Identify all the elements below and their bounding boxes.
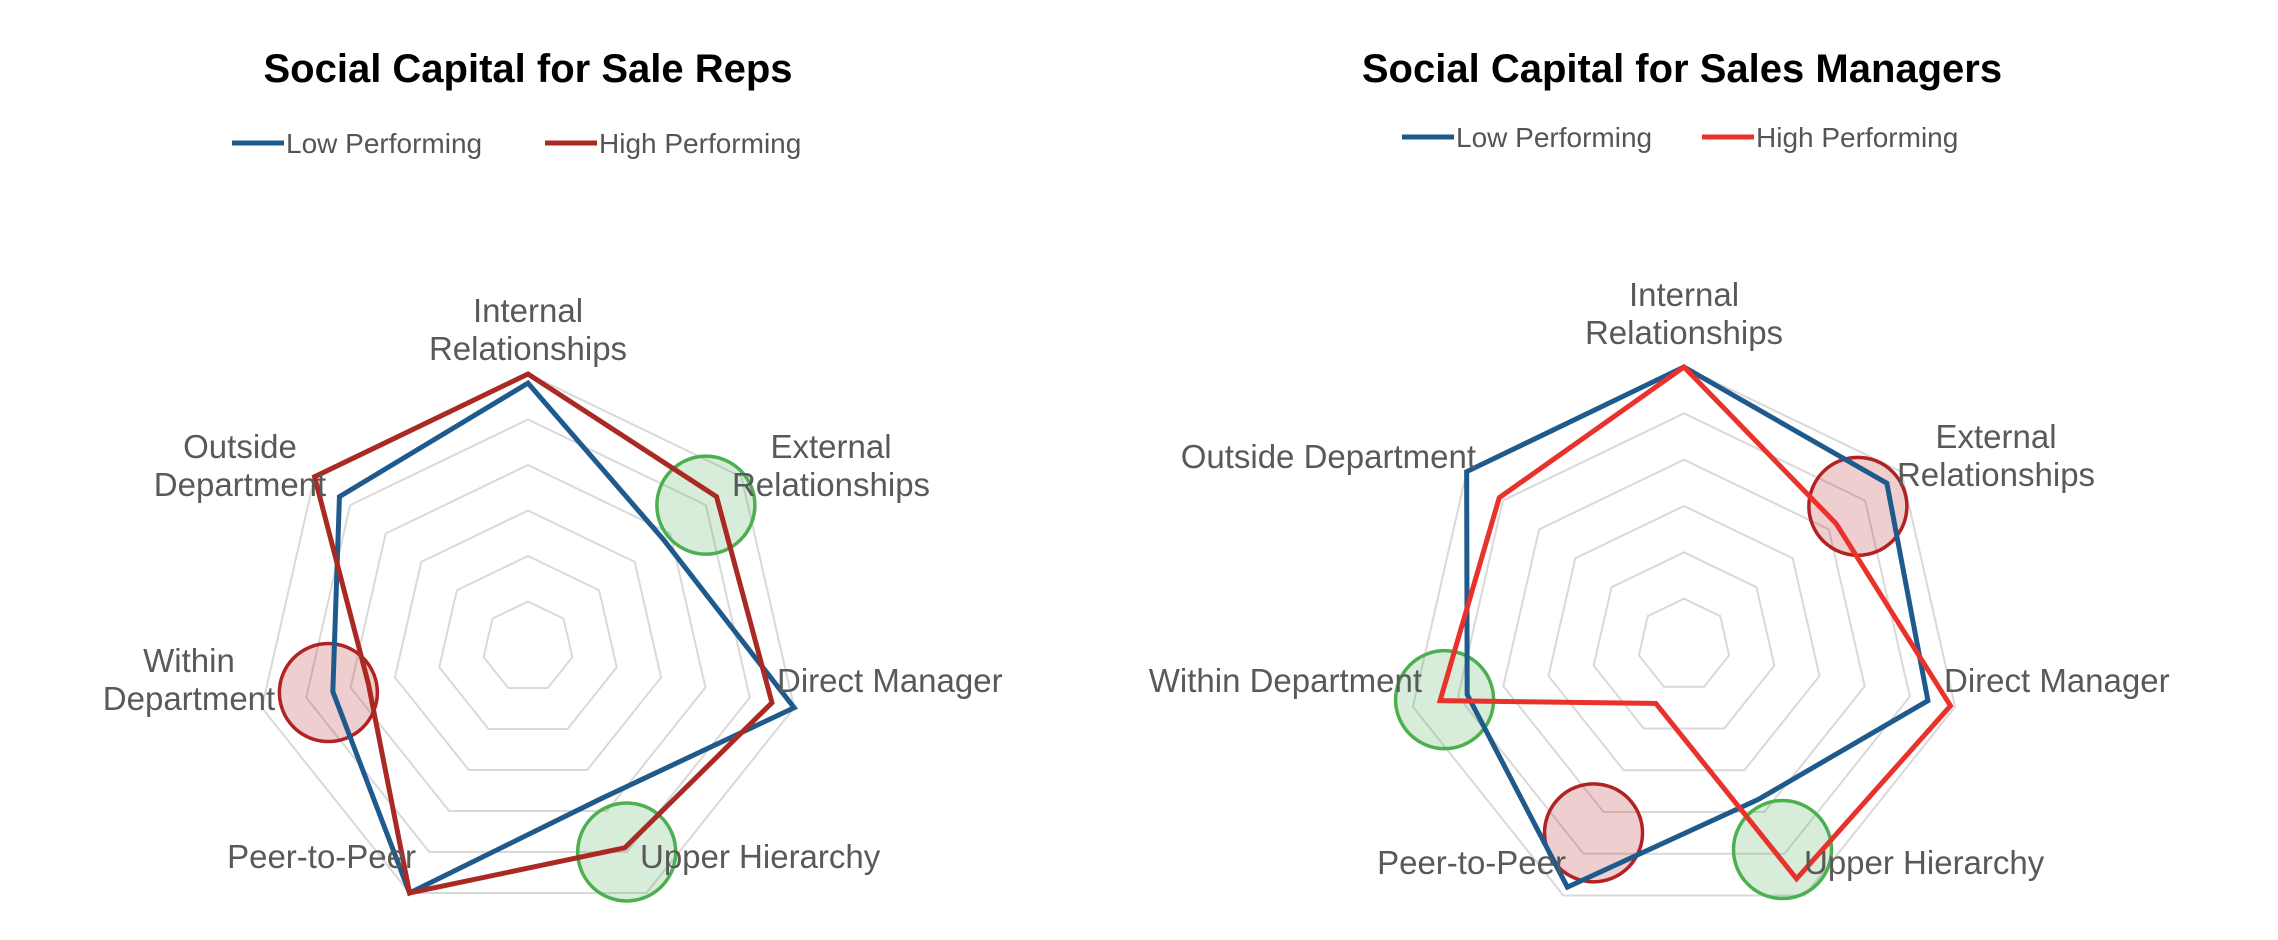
legend-entry: High Performing bbox=[1702, 122, 1958, 153]
legend-entry: Low Performing bbox=[1402, 122, 1652, 153]
grid-ring bbox=[393, 509, 663, 771]
legend-label: High Performing bbox=[599, 128, 801, 159]
highlight-circle bbox=[277, 641, 380, 744]
axis-label: Internal Relationships bbox=[429, 292, 627, 367]
grid-ring bbox=[438, 554, 618, 730]
highlight-circle bbox=[1542, 782, 1645, 884]
axis-label: Direct Manager bbox=[777, 662, 1003, 699]
axis-label: External Relationships bbox=[732, 428, 930, 503]
radar-chart-sales-managers: Social Capital for Sales Managers Low Per… bbox=[1149, 47, 2170, 901]
legend-entry: Low Performing bbox=[232, 128, 482, 159]
legend-label: Low Performing bbox=[1456, 122, 1652, 153]
highlight-circle bbox=[1731, 798, 1834, 901]
axis-label: Outside Department bbox=[154, 428, 326, 503]
series-line bbox=[1436, 363, 1954, 883]
grid-ring bbox=[260, 372, 796, 894]
grid-ring bbox=[1592, 551, 1776, 730]
series-line bbox=[330, 379, 799, 897]
axis-label: Peer-to-Peer bbox=[227, 838, 416, 875]
axis-label: External Relationships bbox=[1897, 418, 2095, 493]
axis-label: Upper Hierarchy bbox=[1804, 844, 2045, 881]
highlight-circle bbox=[655, 454, 757, 556]
highlight-circle bbox=[575, 801, 678, 903]
axis-label: Direct Manager bbox=[1944, 662, 2170, 699]
axis-label: Upper Hierarchy bbox=[640, 838, 881, 875]
chart-panel-sale-reps: Social Capital for Sale Reps Low Performi… bbox=[0, 0, 1120, 940]
grid-ring bbox=[1502, 458, 1866, 813]
axis-label: Within Department bbox=[103, 642, 275, 717]
series-line bbox=[1464, 364, 1931, 891]
grid-ring bbox=[1637, 597, 1731, 688]
axis-label: Internal Relationships bbox=[1585, 276, 1783, 351]
series-line bbox=[311, 371, 775, 896]
chart-panel-sales-managers: Social Capital for Sales Managers Low Per… bbox=[1140, 0, 2278, 940]
grid-ring bbox=[305, 418, 751, 853]
legend-label: Low Performing bbox=[286, 128, 482, 159]
grid-ring bbox=[1457, 412, 1911, 855]
grid-ring bbox=[482, 600, 574, 689]
axis-label: Peer-to-Peer bbox=[1377, 844, 1566, 881]
grid-ring bbox=[1411, 365, 1957, 897]
legend-label: High Performing bbox=[1756, 122, 1958, 153]
axis-label: Within Department bbox=[1149, 662, 1422, 699]
grid-ring bbox=[1547, 504, 1821, 772]
axis-label: Outside Department bbox=[1181, 438, 1476, 475]
legend-entry: High Performing bbox=[545, 128, 801, 159]
chart-title: Social Capital for Sale Reps bbox=[263, 47, 792, 91]
radar-chart-sale-reps: Social Capital for Sale Reps Low Performi… bbox=[103, 47, 1003, 903]
chart-title: Social Capital for Sales Managers bbox=[1362, 47, 2002, 91]
